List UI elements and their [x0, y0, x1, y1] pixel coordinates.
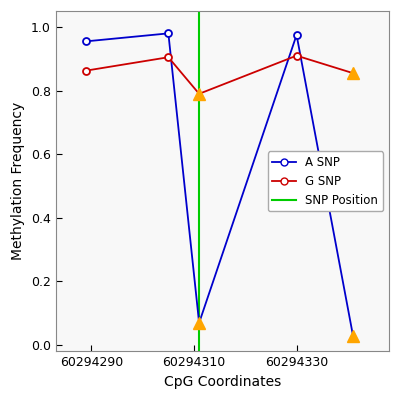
X-axis label: CpG Coordinates: CpG Coordinates — [164, 375, 281, 389]
Legend: A SNP, G SNP, SNP Position: A SNP, G SNP, SNP Position — [268, 151, 383, 212]
Y-axis label: Methylation Frequency: Methylation Frequency — [11, 102, 25, 260]
